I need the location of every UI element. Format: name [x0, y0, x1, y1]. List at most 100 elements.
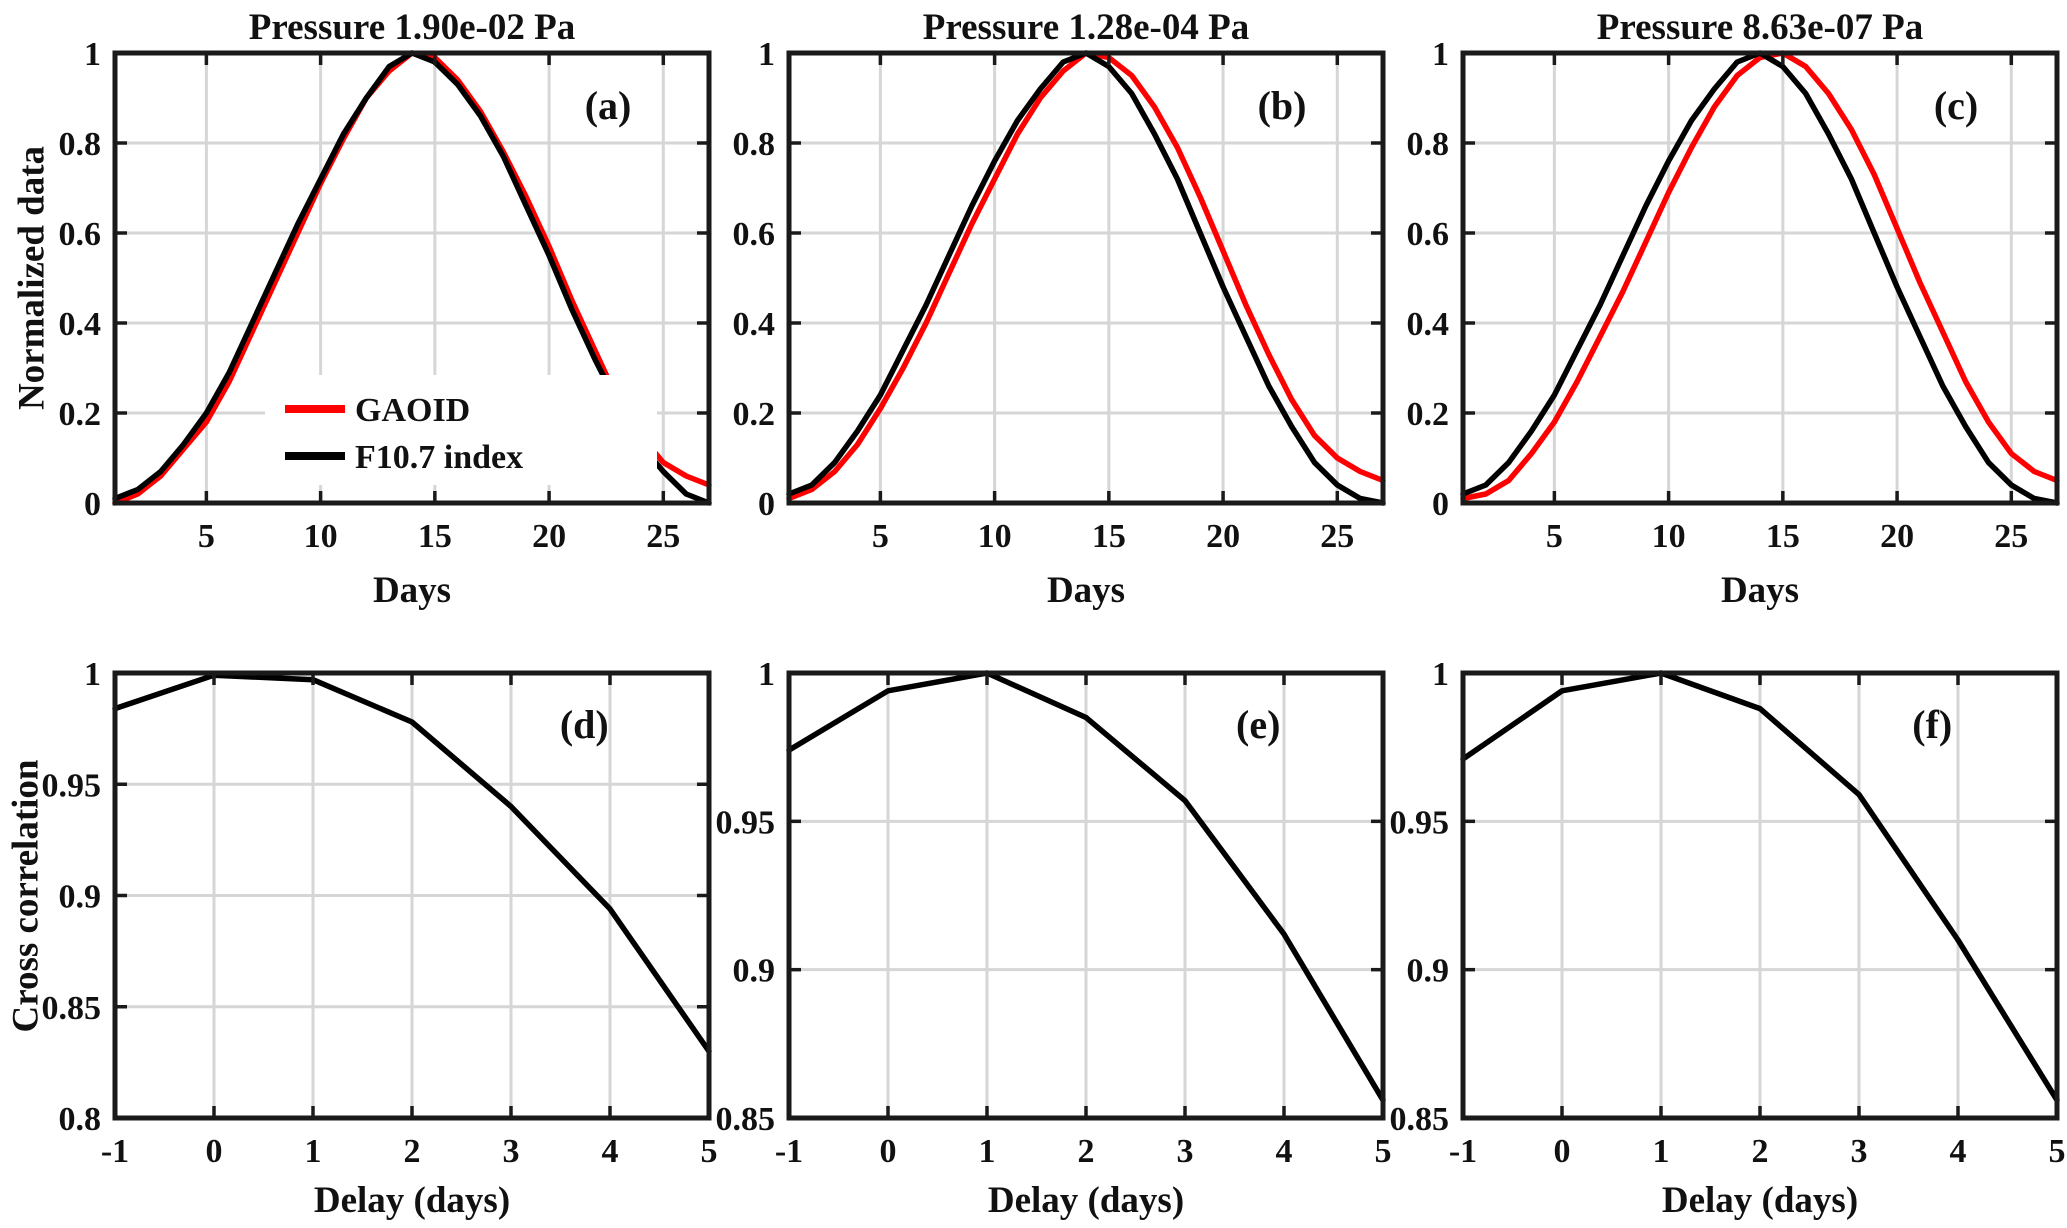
- x-tick-labels: -1 0 1 2 3 4 5: [1449, 1133, 2066, 1170]
- svg-text:0.2: 0.2: [59, 396, 102, 433]
- svg-text:5: 5: [1546, 518, 1563, 555]
- legend-label-1: F10.7 index: [355, 439, 523, 476]
- svg-text:0.85: 0.85: [42, 990, 102, 1027]
- panel-letter-label: (c): [1934, 83, 1978, 128]
- svg-text:0.85: 0.85: [1390, 1101, 1450, 1138]
- legend-label-0: GAOID: [355, 392, 470, 429]
- panel-f-chart: -1 0 1 2 3 4 5 0.85 0.9 0.95 1 (f): [1390, 656, 2066, 1170]
- axes-frame: [786, 50, 1386, 506]
- panel-letter-label: (d): [560, 702, 609, 747]
- axes-frame: [112, 50, 712, 506]
- svg-text:15: 15: [1092, 518, 1126, 555]
- x-tick-labels: 5 10 15 20 25: [1546, 518, 2028, 555]
- panel-letter-label: (e): [1236, 702, 1280, 747]
- svg-text:1: 1: [84, 36, 101, 73]
- svg-text:1: 1: [1653, 1133, 1670, 1170]
- x-tick-labels: -1 0 1 2 3 4 5: [775, 1133, 1392, 1170]
- panel-d-x-axis-label: Delay (days): [313, 1180, 511, 1221]
- panel-b-chart: 5 10 15 20 25 0 0.2 0.4 0.6 0.8 1 (b): [733, 36, 1386, 555]
- panel-c-x-axis-label: Days: [1720, 570, 1800, 611]
- svg-text:-1: -1: [101, 1133, 129, 1170]
- panel-c-title: Pressure 8.63e-07 Pa: [1596, 7, 1924, 48]
- svg-text:5: 5: [198, 518, 215, 555]
- svg-text:10: 10: [304, 518, 338, 555]
- svg-text:0.6: 0.6: [733, 216, 776, 253]
- panel-f-x-axis-label: Delay (days): [1661, 1180, 1859, 1221]
- series-line-0: [786, 670, 1386, 1103]
- svg-text:1: 1: [84, 656, 101, 693]
- panel-e-chart: -1 0 1 2 3 4 5 0.85 0.9 0.95 1 (e): [716, 656, 1392, 1170]
- svg-text:5: 5: [1375, 1133, 1392, 1170]
- svg-text:-1: -1: [1449, 1133, 1477, 1170]
- x-tick-labels: 5 10 15 20 25: [198, 518, 680, 555]
- y-tick-labels: 0.85 0.9 0.95 1: [1390, 656, 1450, 1138]
- panel-e-x-axis-label: Delay (days): [987, 1180, 1185, 1221]
- svg-text:0.4: 0.4: [733, 306, 776, 343]
- svg-text:0.95: 0.95: [716, 804, 776, 841]
- panel-b-x-axis-label: Days: [1046, 570, 1126, 611]
- svg-text:0.9: 0.9: [733, 953, 776, 990]
- svg-text:0.8: 0.8: [1407, 126, 1450, 163]
- svg-text:25: 25: [1994, 518, 2028, 555]
- panel-d-chart: -1 0 1 2 3 4 5 0.8 0.85 0.9 0.95 1 (d): [42, 656, 718, 1170]
- svg-text:0: 0: [758, 486, 775, 523]
- svg-text:0.4: 0.4: [1407, 306, 1450, 343]
- svg-text:0.95: 0.95: [42, 767, 102, 804]
- svg-text:0.4: 0.4: [59, 306, 102, 343]
- grid-lines: [1463, 673, 2057, 1118]
- svg-text:1: 1: [979, 1133, 996, 1170]
- svg-text:0.6: 0.6: [1407, 216, 1450, 253]
- panel-letter-label: (a): [585, 83, 632, 128]
- svg-text:1: 1: [1432, 36, 1449, 73]
- svg-text:20: 20: [532, 518, 566, 555]
- svg-text:1: 1: [758, 656, 775, 693]
- svg-text:0.2: 0.2: [1407, 396, 1450, 433]
- svg-text:20: 20: [1206, 518, 1240, 555]
- svg-text:0: 0: [84, 486, 101, 523]
- svg-text:0.9: 0.9: [59, 879, 102, 916]
- svg-text:10: 10: [978, 518, 1012, 555]
- y-tick-labels: 0 0.2 0.4 0.6 0.8 1: [59, 36, 102, 523]
- svg-text:20: 20: [1880, 518, 1914, 555]
- svg-text:1: 1: [1432, 656, 1449, 693]
- legend: GAOID F10.7 index: [265, 375, 657, 485]
- svg-text:0.8: 0.8: [59, 126, 102, 163]
- svg-text:0.8: 0.8: [59, 1101, 102, 1138]
- svg-text:4: 4: [1276, 1133, 1293, 1170]
- svg-text:0: 0: [1554, 1133, 1571, 1170]
- tick-marks: [1463, 51, 2057, 505]
- svg-text:25: 25: [646, 518, 680, 555]
- svg-text:3: 3: [1851, 1133, 1868, 1170]
- svg-text:0: 0: [880, 1133, 897, 1170]
- svg-text:0.6: 0.6: [59, 216, 102, 253]
- series-line-0: [1460, 670, 2060, 1103]
- x-tick-labels: 5 10 15 20 25: [872, 518, 1354, 555]
- svg-text:0.9: 0.9: [1407, 953, 1450, 990]
- svg-text:15: 15: [418, 518, 452, 555]
- x-tick-labels: -1 0 1 2 3 4 5: [101, 1133, 718, 1170]
- series-line-0: [1460, 50, 2060, 502]
- row1-y-axis-label: Normalized data: [11, 145, 53, 411]
- svg-text:0: 0: [206, 1133, 223, 1170]
- tick-marks: [787, 671, 1385, 1120]
- panel-a-x-axis-label: Days: [372, 570, 452, 611]
- grid-lines: [115, 673, 709, 1118]
- svg-text:-1: -1: [775, 1133, 803, 1170]
- panel-letter-label: (f): [1912, 702, 1952, 747]
- svg-text:0.8: 0.8: [733, 126, 776, 163]
- svg-text:4: 4: [602, 1133, 619, 1170]
- svg-text:0.95: 0.95: [1390, 804, 1450, 841]
- tick-marks: [789, 51, 1383, 505]
- axes-frame: [1460, 50, 2060, 506]
- svg-text:1: 1: [305, 1133, 322, 1170]
- svg-text:0: 0: [1432, 486, 1449, 523]
- y-tick-labels: 0 0.2 0.4 0.6 0.8 1: [733, 36, 776, 523]
- panel-a-title: Pressure 1.90e-02 Pa: [248, 7, 576, 48]
- svg-text:5: 5: [872, 518, 889, 555]
- svg-text:5: 5: [701, 1133, 718, 1170]
- svg-text:25: 25: [1320, 518, 1354, 555]
- y-tick-labels: 0.8 0.85 0.9 0.95 1: [42, 656, 102, 1138]
- grid-lines: [789, 673, 1383, 1118]
- svg-text:4: 4: [1950, 1133, 1967, 1170]
